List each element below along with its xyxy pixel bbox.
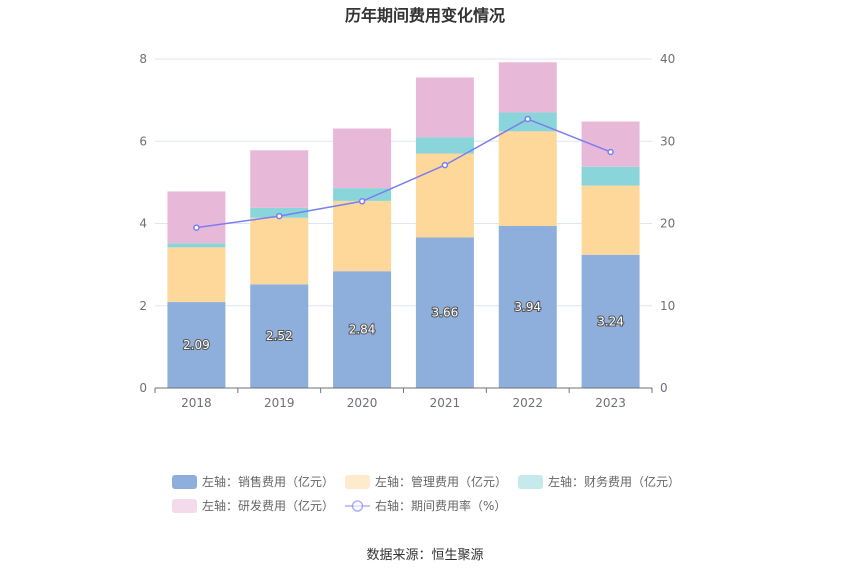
bar-segment xyxy=(498,62,557,113)
x-tick-label: 2018 xyxy=(181,396,212,410)
bar-segment xyxy=(498,225,557,388)
bar-series xyxy=(167,62,640,388)
bar-segment xyxy=(415,137,474,154)
legend-swatch xyxy=(345,475,370,489)
legend-label: 左轴：销售费用（亿元） xyxy=(202,474,334,489)
legend: 左轴：销售费用（亿元） 左轴：管理费用（亿元） 左轴：财务费用（亿元） 左轴：研发费用… xyxy=(172,474,680,513)
bar-segment xyxy=(498,131,557,226)
legend-swatch xyxy=(172,475,197,489)
line-point xyxy=(358,198,366,205)
line-path xyxy=(196,118,611,229)
bar-segment xyxy=(333,200,392,272)
x-tick-label: 2020 xyxy=(347,396,378,410)
bar-segment xyxy=(333,271,392,388)
bar-segment xyxy=(415,237,474,388)
bar-segment xyxy=(333,128,392,189)
left-tick-label: 8 xyxy=(139,52,147,66)
line-point xyxy=(607,148,614,156)
right-tick-label: 20 xyxy=(660,217,675,231)
left-tick-label: 2 xyxy=(139,299,147,313)
x-tick-label: 2019 xyxy=(264,396,295,410)
left-axis: 0 2 4 6 8 xyxy=(139,52,147,395)
line-point xyxy=(193,224,200,231)
right-axis: 0 10 20 30 40 xyxy=(660,52,675,395)
bar-segment xyxy=(167,191,226,244)
left-tick-label: 0 xyxy=(139,381,147,395)
x-axis: 2018 2019 2020 2021 2022 2023 xyxy=(154,388,653,410)
bar-segment xyxy=(250,284,309,388)
source-note: 数据来源：恒生聚源 xyxy=(366,548,483,563)
bar-value-label: 2.09 xyxy=(183,338,210,352)
legend-label: 右轴：期间费用率（%） xyxy=(375,498,506,513)
bar-value-label: 3.24 xyxy=(597,314,624,328)
left-tick-label: 4 xyxy=(139,217,147,231)
right-tick-label: 30 xyxy=(660,134,675,148)
line-point xyxy=(276,212,283,220)
bar-value-label: 2.52 xyxy=(266,329,293,343)
legend-swatch-marker xyxy=(351,500,364,512)
bar-segment xyxy=(333,188,392,201)
legend-label: 左轴：财务费用（亿元） xyxy=(548,474,680,489)
grid-lines xyxy=(155,58,652,307)
bar-segment xyxy=(250,217,309,285)
line-point xyxy=(524,115,531,123)
bar-segment xyxy=(581,254,640,388)
legend-label: 左轴：管理费用（亿元） xyxy=(375,474,507,489)
bar-value-label: 3.66 xyxy=(432,306,459,320)
bar-segment xyxy=(167,247,226,303)
bar-labels: 2.09 2.52 2.84 3.66 3.94 3.24 xyxy=(182,299,625,353)
x-tick-label: 2022 xyxy=(512,396,543,410)
line-point xyxy=(441,161,449,169)
right-tick-label: 40 xyxy=(660,52,675,66)
line-series xyxy=(193,115,614,231)
x-tick-label: 2023 xyxy=(595,396,626,410)
bar-segment xyxy=(167,302,226,388)
bar-segment xyxy=(250,207,309,218)
legend-swatch xyxy=(172,499,197,513)
right-tick-label: 0 xyxy=(660,381,668,395)
right-tick-label: 10 xyxy=(660,299,675,313)
bar-value-label: 2.84 xyxy=(349,323,376,337)
bar-value-label: 3.94 xyxy=(514,300,541,314)
bar-segment xyxy=(415,77,474,138)
bar-segment xyxy=(167,243,226,248)
bar-segment xyxy=(581,166,640,186)
chart-title: 历年期间费用变化情况 xyxy=(345,6,505,25)
x-tick-label: 2021 xyxy=(430,396,461,410)
bar-segment xyxy=(250,150,309,208)
legend-swatch xyxy=(518,475,543,489)
legend-label: 左轴：研发费用（亿元） xyxy=(202,498,334,513)
left-tick-label: 6 xyxy=(139,134,147,148)
bar-segment xyxy=(581,185,640,255)
